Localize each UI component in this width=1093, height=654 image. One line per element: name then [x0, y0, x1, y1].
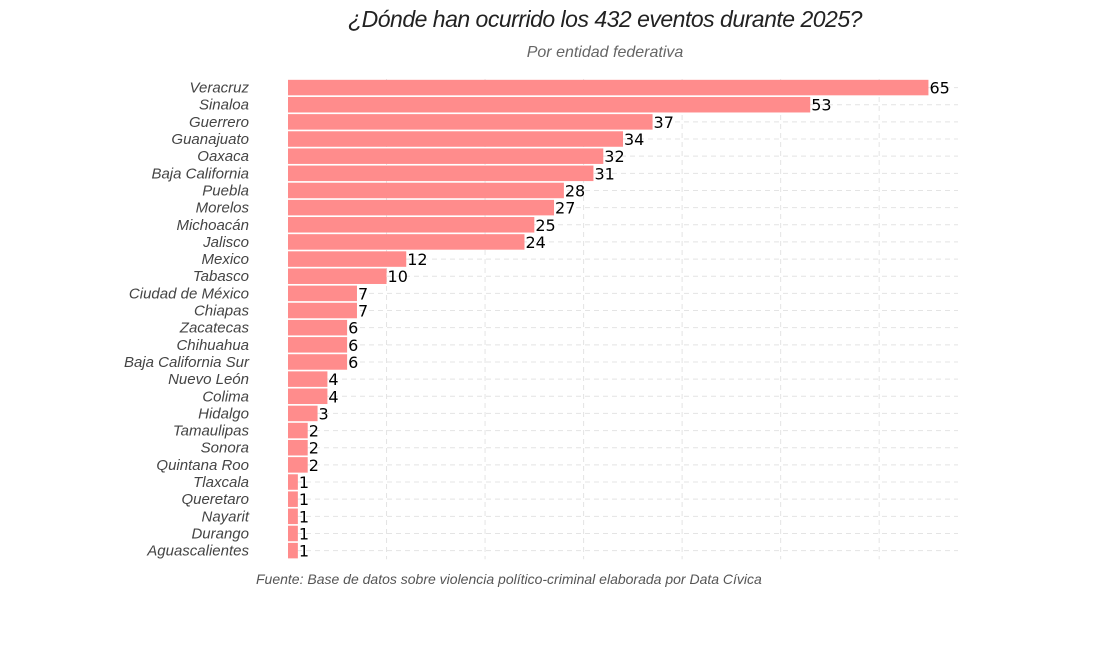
category-label: Baja California: [151, 165, 249, 182]
bar: [288, 217, 535, 233]
bar: [288, 319, 348, 336]
value-label: 6: [348, 319, 358, 338]
value-label: 3: [319, 404, 329, 423]
bar: [288, 542, 298, 559]
bar: [288, 182, 564, 199]
category-label: Chihuahua: [176, 337, 249, 354]
value-label: 6: [348, 353, 358, 372]
category-label: Chiapas: [194, 303, 250, 320]
bar: [288, 79, 929, 96]
bar: [288, 285, 357, 302]
value-label: 2: [309, 439, 319, 458]
value-label: 31: [594, 164, 614, 183]
category-label: Ciudad de México: [129, 285, 249, 302]
bar: [288, 439, 308, 456]
bar: [288, 165, 594, 182]
bar: [288, 474, 298, 490]
value-label: 1: [299, 473, 309, 492]
bar: [288, 508, 298, 525]
category-label: Puebla: [202, 182, 249, 199]
bar: [288, 337, 348, 353]
category-label: Quintana Roo: [156, 457, 249, 474]
value-label: 27: [555, 199, 575, 218]
chart-title: ¿Dónde han ocurrido los 432 eventos dura…: [348, 6, 862, 32]
bar: [288, 371, 328, 387]
chart-caption: Fuente: Base de datos sobre violencia po…: [256, 571, 762, 587]
category-labels: VeracruzSinaloaGuerreroGuanajuatoOaxacaB…: [124, 80, 250, 560]
category-label: Durango: [191, 525, 249, 542]
value-label: 25: [535, 216, 555, 235]
value-label: 10: [388, 267, 408, 286]
bar: [288, 422, 308, 439]
bar: [288, 525, 298, 542]
value-label: 1: [299, 524, 309, 543]
bar: [288, 268, 387, 284]
value-label: 2: [309, 456, 319, 475]
category-label: Guanajuato: [171, 131, 249, 148]
category-label: Veracruz: [190, 80, 250, 97]
bar: [288, 234, 525, 250]
bar: [288, 251, 407, 267]
bar: [288, 354, 348, 370]
value-label: 32: [604, 147, 624, 166]
bar: [288, 405, 318, 422]
value-label: 24: [525, 233, 545, 252]
bar: [288, 388, 328, 405]
category-label: Guerrero: [189, 114, 249, 131]
bar: [288, 199, 555, 216]
bar: [288, 148, 604, 164]
value-label: 34: [624, 130, 644, 149]
value-label: 28: [565, 181, 585, 200]
value-label: 7: [358, 284, 368, 303]
category-label: Nayarit: [201, 508, 249, 525]
bar: [288, 131, 623, 147]
bars: [288, 79, 929, 559]
value-label: 1: [299, 490, 309, 509]
category-label: Tlaxcala: [193, 474, 249, 491]
value-label: 37: [654, 113, 674, 132]
category-label: Hidalgo: [198, 405, 249, 422]
category-label: Tamaulipas: [173, 423, 250, 440]
category-label: Nuevo León: [168, 371, 249, 388]
category-label: Aguascalientes: [146, 543, 249, 560]
bar: [288, 114, 653, 130]
category-label: Colima: [202, 388, 249, 405]
value-label: 53: [811, 96, 831, 115]
bar: [288, 96, 811, 113]
chart-subtitle: Por entidad federativa: [526, 44, 684, 61]
value-label: 1: [299, 542, 309, 561]
value-label: 12: [407, 250, 427, 269]
category-label: Oaxaca: [197, 148, 249, 165]
category-label: Sonora: [201, 440, 249, 457]
category-label: Sinaloa: [199, 97, 249, 114]
value-label: 4: [328, 387, 338, 406]
bar: [288, 491, 298, 507]
category-label: Zacatecas: [179, 320, 250, 337]
bar: [288, 302, 357, 319]
value-label: 65: [929, 79, 949, 98]
category-label: Tabasco: [193, 268, 249, 285]
category-label: Baja California Sur: [124, 354, 250, 371]
category-label: Queretaro: [181, 491, 249, 508]
value-label: 2: [309, 422, 319, 441]
category-label: Morelos: [196, 200, 250, 217]
value-label: 4: [328, 370, 338, 389]
value-label: 7: [358, 302, 368, 321]
category-label: Mexico: [201, 251, 249, 268]
value-label: 6: [348, 336, 358, 355]
category-label: Jalisco: [202, 234, 249, 251]
bar: [288, 457, 308, 473]
value-label: 1: [299, 507, 309, 526]
category-label: Michoacán: [176, 217, 249, 234]
